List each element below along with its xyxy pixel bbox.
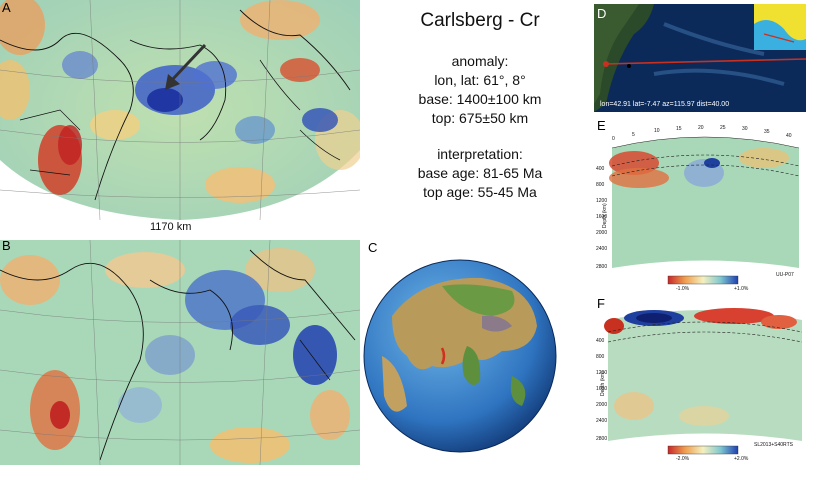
anomaly-lonlat: lon, lat: 61°, 8°: [434, 72, 526, 88]
e-x-tick: 15: [676, 126, 682, 132]
e-depth-tick: 2400: [596, 246, 607, 252]
e-x-tick: 20: [698, 125, 704, 131]
e-x-tick: 25: [720, 125, 726, 131]
interpretation-top-age: top age: 55-45 Ma: [423, 184, 537, 200]
f-scale-max: +2.0%: [734, 456, 749, 462]
f-depth-tick: 2000: [596, 402, 607, 408]
e-x-tick: 30: [742, 126, 748, 132]
e-depth-tick: 2800: [596, 264, 607, 270]
e-x-tick: 40: [786, 133, 792, 139]
anomaly-heading: anomaly:: [451, 53, 509, 69]
panel-label-f: F: [597, 296, 605, 311]
e-depth-tick: 400: [596, 166, 605, 172]
f-depth-tick: 800: [596, 354, 605, 360]
map-a-graphic: [0, 0, 360, 220]
anomaly-base: base: 1400±100 km: [418, 91, 542, 107]
e-depth-tick: 1600: [596, 214, 607, 220]
e-x-tick: 10: [654, 128, 660, 134]
tomography-map-b: [0, 240, 360, 465]
panel-label-d: D: [597, 6, 607, 21]
tomography-map-a: [0, 0, 360, 220]
page-title: Carlsberg - Cr: [420, 10, 540, 31]
panel-label-c: C: [368, 240, 378, 255]
scale-bar-label: 1170 km: [150, 221, 192, 233]
anomaly-top: top: 675±50 km: [431, 110, 529, 126]
e-x-tick: 0: [612, 136, 615, 142]
interpretation-heading: interpretation:: [437, 146, 523, 162]
e-model-name: UU-P07: [776, 272, 794, 278]
e-depth-tick: 800: [596, 182, 605, 188]
location-map-d: lon=42.91 lat=-7.47 az=115.97 dist=40.00: [594, 4, 806, 112]
e-depth-label: Depth (km): [602, 203, 608, 228]
f-depth-tick: 2800: [596, 436, 607, 442]
globe-graphic: [363, 259, 557, 453]
e-depth-tick: 2000: [596, 230, 607, 236]
e-scale-min: -1.0%: [676, 286, 690, 292]
panel-label-a: A: [2, 0, 11, 15]
map-d-graphic: lon=42.91 lat=-7.47 az=115.97 dist=40.00: [594, 4, 806, 112]
globe-view: [362, 256, 562, 456]
interpretation-base-age: base age: 81-65 Ma: [417, 165, 543, 181]
e-x-tick: 5: [632, 132, 635, 138]
f-scale-min: -2.0%: [676, 456, 690, 462]
f-model-name: SL2013+S40RTS: [754, 442, 794, 448]
cross-section-f-graphic: 400 800 1200 1600 2000 2400 2800 Depth (…: [596, 308, 803, 462]
panel-label-e: E: [597, 118, 606, 133]
e-depth-tick: 1200: [596, 198, 607, 204]
f-depth-tick: 2400: [596, 418, 607, 424]
panel-label-b: B: [2, 238, 11, 253]
f-depth-label: Depth (km): [600, 371, 606, 396]
cross-section-e: 0 5 10 15 20 25 30 35 40 400 800 1200 16…: [594, 118, 806, 298]
panel-d-caption: lon=42.91 lat=-7.47 az=115.97 dist=40.00: [600, 101, 729, 108]
cross-section-f: 400 800 1200 1600 2000 2400 2800 Depth (…: [594, 296, 806, 466]
e-scale-max: +1.0%: [734, 286, 749, 292]
cross-section-e-graphic: 0 5 10 15 20 25 30 35 40 400 800 1200 16…: [596, 125, 800, 292]
f-depth-tick: 400: [596, 338, 605, 344]
map-b-graphic: [0, 240, 360, 465]
e-x-tick: 35: [764, 129, 770, 135]
f-depth-tick: 1600: [596, 386, 607, 392]
f-depth-tick: 1200: [596, 370, 607, 376]
